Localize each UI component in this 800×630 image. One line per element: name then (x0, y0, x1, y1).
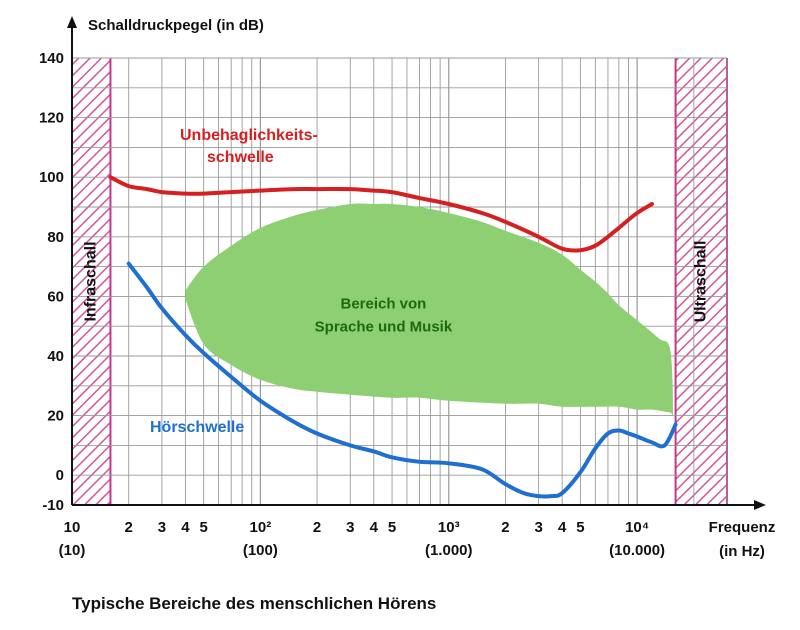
x-tick-label: 2 (125, 519, 133, 536)
series-line-hoerschwelle (126, 261, 678, 499)
band-label: Infraschall (82, 241, 99, 321)
region-label: Sprache und Musik (315, 318, 453, 335)
x-tick-label: 5 (576, 519, 584, 536)
series-label: schwelle (207, 149, 274, 166)
x-tick-label: 4 (370, 519, 379, 536)
ultrasound-infrasound-bands (71, 58, 728, 505)
y-tick-label: 140 (39, 50, 64, 67)
x-tick-label: 3 (158, 519, 166, 536)
x-tick-sublabel: (100) (243, 542, 278, 559)
y-tick-label: 80 (47, 229, 64, 246)
x-tick-label: 5 (388, 519, 396, 536)
x-tick-label: 10 (64, 519, 81, 536)
speech-music-region (185, 203, 674, 418)
x-tick-label: 10² (250, 519, 272, 536)
x-tick-sublabel: (10.000) (609, 542, 665, 559)
chart-caption: Typische Bereiche des menschlichen Hören… (72, 594, 437, 613)
x-tick-label: 2 (313, 519, 321, 536)
y-tick-label: 100 (39, 169, 64, 186)
x-tick-label: 3 (346, 519, 354, 536)
x-tick-label: 10³ (438, 519, 460, 536)
series-label: Hörschwelle (150, 419, 244, 436)
y-tick-label: 60 (47, 288, 64, 305)
y-tick-label: 20 (47, 408, 64, 425)
y-tick-label: 0 (56, 467, 64, 484)
region-area (185, 203, 674, 418)
x-tick-label: 4 (181, 519, 190, 536)
series-line-unbehaglichkeitsschwelle (108, 175, 654, 253)
series-label: Unbehaglichkeits- (180, 127, 318, 144)
threshold-curves (108, 175, 678, 499)
band-label: Ultraschall (693, 241, 710, 323)
x-tick-label: 10⁴ (625, 519, 649, 536)
band-ultraschall (675, 58, 727, 505)
x-tick-label: 5 (199, 519, 207, 536)
x-axis-title: Frequenz (709, 519, 776, 536)
x-tick-label: 2 (501, 519, 509, 536)
x-tick-sublabel: (1.000) (425, 542, 473, 559)
x-axis-unit: (in Hz) (719, 543, 765, 560)
y-axis-arrow (67, 16, 77, 28)
y-tick-label: 40 (47, 348, 64, 365)
chart-labels: Infraschall Ultraschall Bereich von Sprache… (82, 127, 709, 436)
region-label: Bereich von (340, 295, 426, 312)
x-axis-arrow (754, 500, 766, 510)
x-tick-label: 4 (558, 519, 567, 536)
y-tick-label: 120 (39, 110, 64, 127)
y-axis-title: Schalldruckpegel (in dB) (88, 17, 264, 34)
y-tick-label: -10 (42, 497, 64, 514)
x-tick-sublabel: (10) (59, 542, 86, 559)
band-infraschall (72, 58, 111, 505)
x-tick-label: 3 (534, 519, 542, 536)
